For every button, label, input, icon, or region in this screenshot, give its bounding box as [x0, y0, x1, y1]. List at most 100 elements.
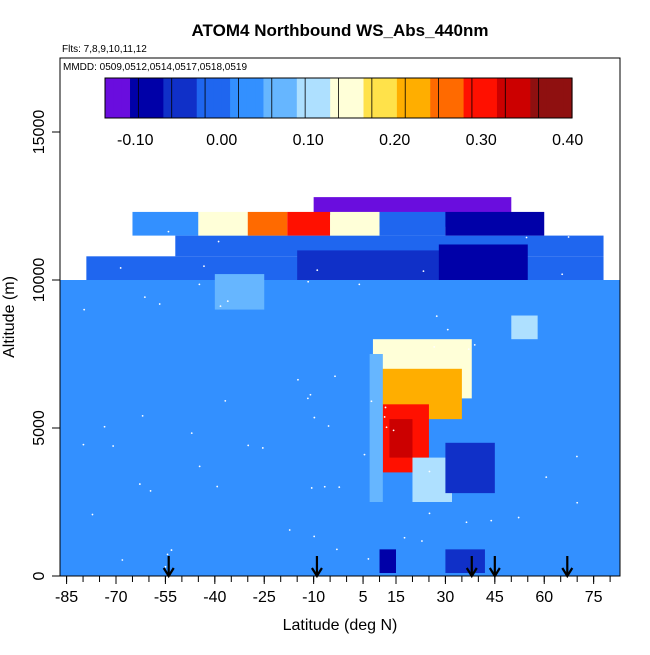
- sample-dot: [82, 443, 85, 446]
- colorbar-segment: [488, 78, 498, 118]
- heatmap-field: [60, 197, 620, 576]
- colorbar-segment: [421, 78, 431, 118]
- colorbar-tick-label: 0.00: [206, 132, 237, 149]
- colorbar-segment: [113, 78, 123, 118]
- sample-dot: [392, 429, 395, 432]
- sample-dot: [467, 348, 470, 351]
- colorbar-segment: [213, 78, 223, 118]
- sample-dot: [198, 283, 201, 286]
- sample-dot: [120, 250, 123, 253]
- colorbar-segment: [130, 78, 139, 118]
- sample-dot: [307, 280, 310, 283]
- x-tick-label: -55: [154, 589, 177, 606]
- sample-dot: [370, 400, 373, 403]
- x-tick-label: 60: [535, 589, 553, 606]
- x-axis: -85 -70 -55 -40 -25 -10 5 15 30 45 60 75: [55, 576, 611, 606]
- sample-dot: [216, 485, 219, 488]
- sample-dot: [517, 516, 520, 519]
- heatmap-cell-10: [247, 211, 288, 236]
- sample-dot: [567, 236, 570, 238]
- latitude-arrow: [162, 556, 175, 579]
- sample-dot: [428, 512, 431, 515]
- colorbar-segment: [521, 78, 531, 118]
- heatmap-cell-13: [379, 211, 446, 236]
- colorbar-segment: [105, 78, 114, 118]
- x-tick-label: -40: [203, 589, 226, 606]
- colorbar-segment: [346, 78, 356, 118]
- heatmap-cell-8: [132, 211, 199, 236]
- x-tick-label: -70: [104, 589, 127, 606]
- colorbar-segment: [471, 78, 481, 118]
- sample-dot: [309, 393, 312, 396]
- sample-dot: [383, 416, 386, 418]
- colorbar-tick-label: 0.40: [552, 132, 583, 149]
- sample-dot: [561, 273, 564, 276]
- colorbar-tick-label: 0.30: [466, 132, 497, 149]
- sample-dot: [428, 470, 431, 473]
- sample-dot: [297, 378, 299, 381]
- x-tick-label: 15: [387, 589, 405, 606]
- sample-dot: [367, 558, 370, 560]
- heatmap-cell-22: [445, 549, 485, 574]
- colorbar-segment: [438, 78, 448, 118]
- sample-dot: [576, 455, 578, 458]
- colorbar-segment: [396, 78, 406, 118]
- sample-dot: [313, 535, 316, 538]
- sample-dot: [465, 521, 468, 524]
- x-axis-label: Latitude (deg N): [283, 617, 398, 634]
- colorbar-tick-label: -0.10: [117, 132, 154, 149]
- colorbar-segment: [146, 78, 156, 118]
- heatmap-cell-14: [445, 211, 545, 236]
- colorbar-segment: [280, 78, 290, 118]
- heatmap-cell-9: [198, 211, 248, 236]
- sample-dot: [166, 553, 169, 556]
- colorbar-segment: [363, 78, 373, 118]
- x-tick-label: -85: [55, 589, 78, 606]
- sample-dot: [435, 315, 438, 318]
- date-note: MMDD: 0509,0512,0514,0517,0518,0519: [63, 62, 247, 73]
- latitude-arrows: [162, 556, 574, 579]
- x-tick-label: -25: [253, 589, 276, 606]
- colorbar-segment: [413, 78, 423, 118]
- colorbar-segment: [180, 78, 189, 118]
- colorbar-segment: [221, 78, 231, 118]
- colorbar-segment: [305, 78, 315, 118]
- x-tick-label: 30: [437, 589, 455, 606]
- x-tick-label: -10: [302, 589, 325, 606]
- sample-dot: [316, 269, 319, 272]
- colorbar-segment: [371, 78, 381, 118]
- sample-dot: [203, 265, 205, 268]
- colorbar-segment: [138, 78, 148, 118]
- colorbar-segment: [163, 78, 173, 118]
- x-tick-label: 75: [585, 589, 603, 606]
- sample-dot: [288, 529, 291, 531]
- sample-dot: [164, 565, 167, 568]
- colorbar-segment: [155, 78, 164, 118]
- sample-dot: [334, 375, 336, 378]
- sample-dot: [421, 540, 423, 542]
- sample-dot: [306, 397, 309, 400]
- colorbar-segment: [121, 78, 131, 118]
- heatmap-cell-7: [313, 197, 512, 215]
- plot-frame: [59, 57, 621, 577]
- sample-dot: [219, 305, 222, 308]
- sample-dot: [313, 416, 316, 419]
- colorbar-segment: [380, 78, 390, 118]
- sample-dot: [167, 230, 170, 233]
- sample-dot: [198, 465, 201, 468]
- heatmap-cell-12: [330, 211, 380, 236]
- sample-dot: [446, 328, 449, 331]
- sample-dot: [121, 559, 124, 561]
- colorbar-segment: [188, 78, 198, 118]
- colorbar-segment: [405, 78, 415, 118]
- sample-dot: [224, 399, 227, 402]
- colorbar-tick-label: 0.10: [293, 132, 324, 149]
- colorbar-segment: [255, 78, 265, 118]
- flights-note: Flts: 7,8,9,10,11,12: [62, 44, 147, 55]
- colorbar-segment: [513, 78, 523, 118]
- y-tick-label: 15000: [31, 110, 48, 155]
- colorbar-segment: [271, 78, 281, 118]
- sample-dot: [422, 270, 425, 273]
